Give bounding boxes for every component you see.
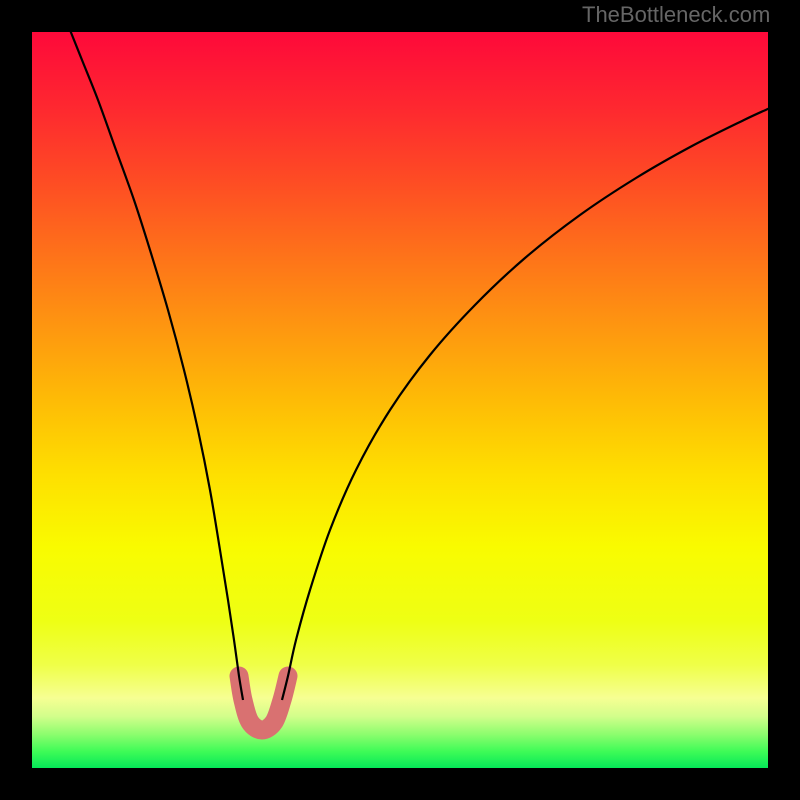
curve-left-branch bbox=[70, 30, 243, 700]
curve-right-branch bbox=[282, 108, 770, 700]
curve-layer bbox=[0, 0, 800, 800]
optimal-region-marker bbox=[239, 676, 288, 730]
chart-canvas: TheBottleneck.com bbox=[0, 0, 800, 800]
watermark-text: TheBottleneck.com bbox=[582, 2, 770, 28]
